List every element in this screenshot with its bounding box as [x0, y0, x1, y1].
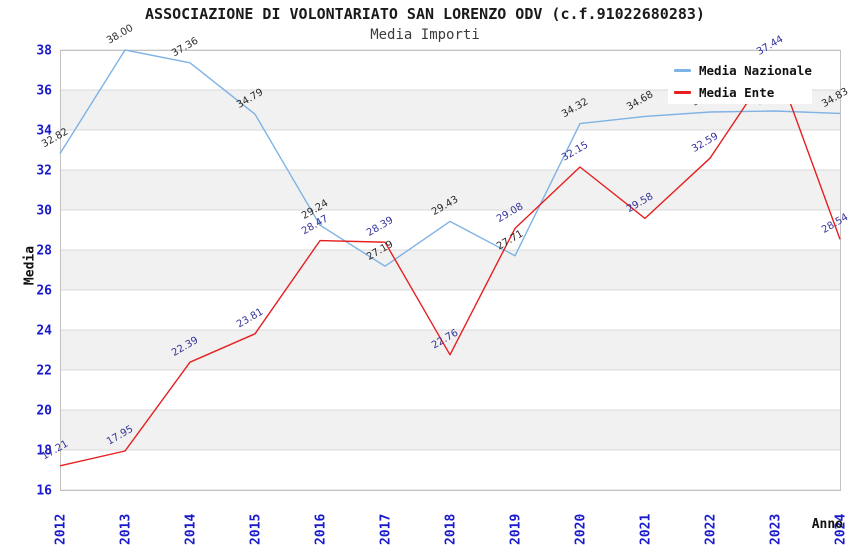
chart-title: ASSOCIAZIONE DI VOLONTARIATO SAN LORENZO… — [145, 5, 705, 23]
data-label: 27.71 — [495, 229, 525, 253]
legend-label-nazionale: Media Nazionale — [699, 62, 812, 78]
y-tick-label: 24 — [36, 324, 52, 339]
data-label: 23.81 — [235, 307, 265, 331]
y-tick-label: 16 — [36, 484, 52, 499]
data-label: 32.59 — [690, 131, 720, 155]
plot-band — [60, 170, 840, 210]
data-label: 38.00 — [105, 23, 135, 47]
y-tick-label: 18 — [36, 444, 52, 459]
y-tick-label: 38 — [36, 44, 52, 59]
y-tick-label: 22 — [36, 364, 52, 379]
plot-border — [60, 50, 841, 491]
data-label: 32.15 — [560, 140, 590, 164]
x-tick-label: 2024 — [834, 514, 849, 545]
y-tick-label: 28 — [36, 244, 52, 259]
data-label: 28.54 — [820, 212, 850, 236]
y-tick-label: 32 — [36, 164, 52, 179]
data-label: 28.39 — [365, 215, 395, 239]
x-tick-label: 2022 — [704, 514, 719, 545]
plot-band — [60, 250, 840, 290]
y-tick-label: 20 — [36, 404, 52, 419]
legend-swatch-nazionale-icon — [674, 68, 691, 72]
data-label: 37.44 — [755, 34, 785, 58]
x-tick-label: 2021 — [639, 514, 654, 545]
x-tick-label: 2019 — [509, 514, 524, 545]
series-line-ente — [59, 60, 841, 467]
x-tick-label: 2020 — [574, 514, 589, 545]
x-tick-label: 2017 — [379, 514, 394, 545]
legend-label-ente: Media Ente — [699, 84, 775, 100]
x-tick-label: 2016 — [314, 514, 329, 545]
data-label: 37.36 — [170, 36, 200, 60]
legend-swatch-ente-icon — [674, 90, 691, 94]
y-tick-label: 36 — [36, 84, 52, 99]
chart-subtitle: Media Importi — [370, 27, 480, 43]
x-axis-title: Anno — [811, 517, 843, 532]
y-tick-label: 34 — [36, 124, 52, 139]
x-tick-label: 2015 — [249, 514, 264, 545]
data-label: 17.21 — [40, 439, 70, 463]
x-tick-label: 2014 — [184, 514, 199, 545]
y-axis-title: Media — [22, 245, 38, 286]
legend-item-media-nazionale: Media Nazionale — [668, 62, 812, 79]
plot-band — [60, 410, 840, 450]
series-line-nazionale — [59, 49, 841, 267]
y-tick-label: 30 — [36, 204, 52, 219]
x-tick-label: 2012 — [54, 514, 69, 545]
legend-item-media-ente: Media Ente — [668, 84, 812, 101]
x-tick-label: 2018 — [444, 514, 459, 545]
x-tick-label: 2023 — [769, 514, 784, 545]
y-tick-label: 26 — [36, 284, 52, 299]
x-tick-label: 2013 — [119, 514, 134, 545]
legend: Media Nazionale Media Ente — [668, 58, 812, 104]
